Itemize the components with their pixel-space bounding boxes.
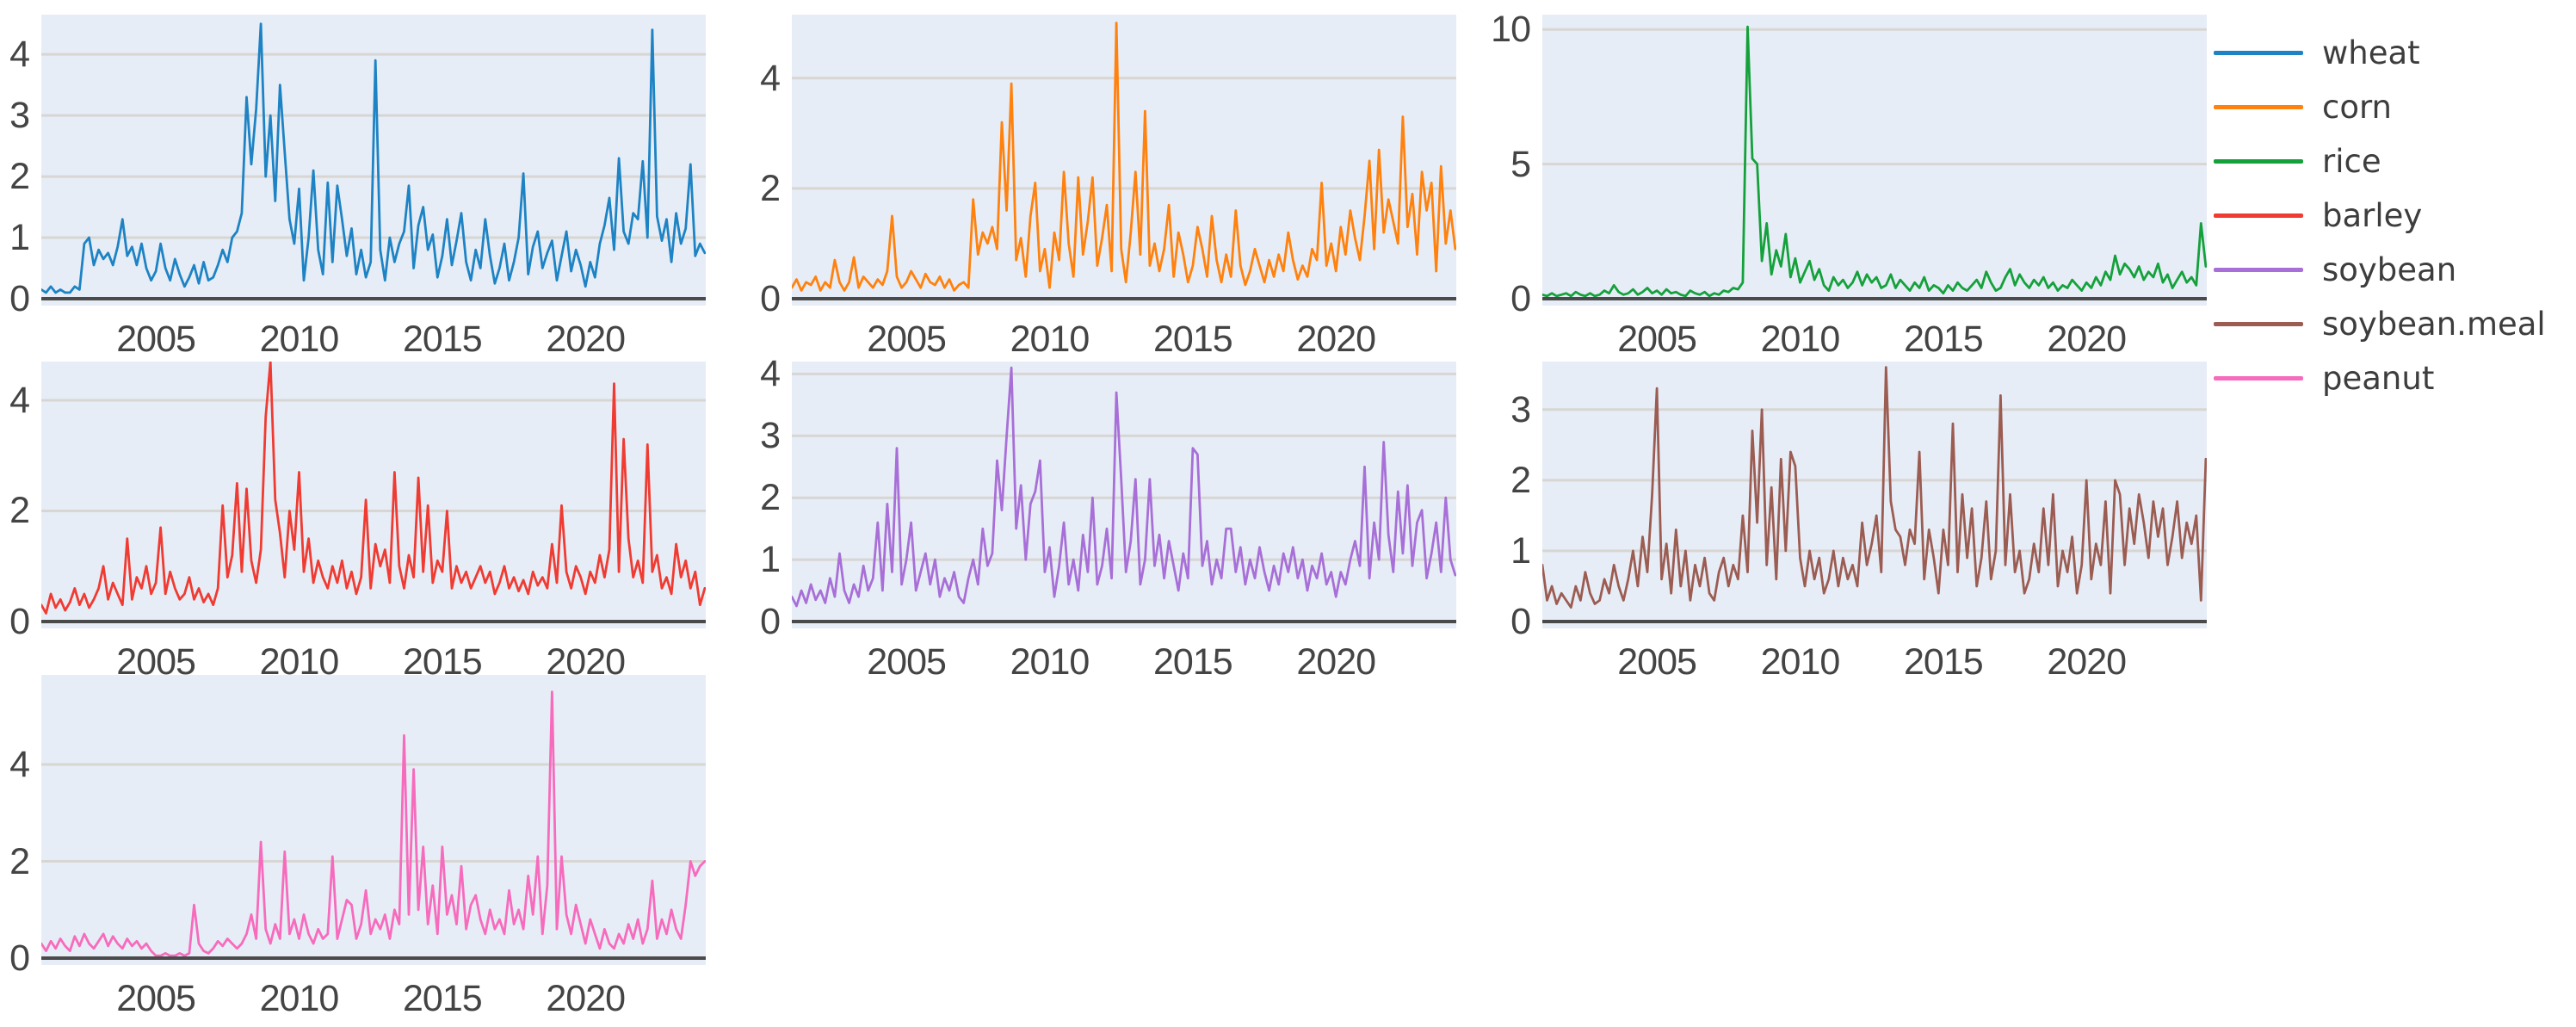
x-tick-label: 2020 [546, 978, 626, 1019]
plot-area-soybean.meal[interactable] [1542, 362, 2207, 628]
y-tick-label: 3 [760, 415, 781, 457]
y-tick-label: 2 [1510, 459, 1531, 501]
x-tick-label: 2015 [403, 641, 483, 683]
plot-area-corn[interactable] [792, 15, 1456, 306]
legend-swatch-icon [2214, 159, 2303, 164]
y-tick-label: 0 [9, 601, 30, 642]
y-tick-label: 2 [9, 156, 30, 198]
legend-item-soybean[interactable]: soybean [2214, 243, 2546, 297]
series-line-barley[interactable] [41, 362, 706, 615]
legend-label: wheat [2322, 34, 2420, 71]
y-tick-label: 2 [9, 840, 30, 882]
x-tick-label: 2010 [259, 978, 340, 1019]
x-tick-label: 2010 [1010, 641, 1090, 683]
y-tick-label: 0 [9, 937, 30, 979]
y-tick-label: 4 [760, 57, 781, 99]
x-tick-label: 2020 [546, 641, 626, 683]
y-tick-label: 10 [1491, 9, 1531, 51]
y-tick-label: 2 [9, 490, 30, 532]
legend-swatch-icon [2214, 51, 2303, 55]
legend-item-corn[interactable]: corn [2214, 80, 2546, 134]
y-tick-label: 2 [760, 167, 781, 209]
y-tick-label: 0 [9, 278, 30, 319]
legend-swatch-icon [2214, 268, 2303, 272]
x-tick-label: 2005 [116, 319, 196, 360]
legend-swatch-icon [2214, 322, 2303, 326]
legend-swatch-icon [2214, 105, 2303, 109]
x-tick-label: 2020 [1296, 319, 1376, 360]
y-tick-label: 4 [9, 744, 30, 786]
plot-area-wheat[interactable] [41, 15, 706, 306]
series-line-soybean.meal[interactable] [1542, 366, 2207, 609]
x-tick-label: 2015 [1904, 319, 1984, 360]
x-tick-label: 2010 [1010, 319, 1090, 360]
x-tick-label: 2015 [1153, 641, 1233, 683]
x-tick-label: 2020 [1296, 641, 1376, 683]
y-tick-label: 0 [760, 278, 781, 319]
x-tick-label: 2020 [546, 319, 626, 360]
x-tick-label: 2010 [1760, 319, 1841, 360]
x-tick-label: 2005 [116, 978, 196, 1019]
x-tick-label: 2010 [1760, 641, 1841, 683]
x-tick-label: 2005 [867, 641, 947, 683]
y-tick-label: 4 [760, 353, 781, 395]
plot-area-rice[interactable] [1542, 15, 2207, 306]
x-tick-label: 2020 [2047, 641, 2127, 683]
x-tick-label: 2010 [259, 641, 340, 683]
legend-item-rice[interactable]: rice [2214, 134, 2546, 189]
x-tick-label: 2005 [116, 641, 196, 683]
legend-label: corn [2322, 89, 2392, 126]
plot-area-peanut[interactable] [41, 675, 706, 965]
y-tick-label: 3 [9, 95, 30, 137]
legend: wheat corn rice barley soybean soybean.meal pe… [2214, 26, 2546, 405]
plot-area-soybean[interactable] [792, 362, 1456, 628]
series-line-peanut[interactable] [41, 690, 706, 957]
y-tick-label: 5 [1510, 143, 1531, 185]
legend-label: soybean.meal [2322, 306, 2546, 343]
y-tick-label: 1 [760, 539, 781, 581]
x-tick-label: 2015 [1153, 319, 1233, 360]
series-line-rice[interactable] [1542, 25, 2207, 298]
x-tick-label: 2005 [1617, 641, 1697, 683]
legend-label: rice [2322, 143, 2381, 180]
x-tick-label: 2010 [259, 319, 340, 360]
series-line-soybean[interactable] [792, 366, 1456, 608]
legend-label: peanut [2322, 360, 2435, 397]
legend-label: soybean [2322, 251, 2457, 288]
legend-item-barley[interactable]: barley [2214, 189, 2546, 243]
x-tick-label: 2005 [867, 319, 947, 360]
y-tick-label: 3 [1510, 388, 1531, 430]
y-tick-label: 2 [760, 477, 781, 519]
x-tick-label: 2015 [1904, 641, 1984, 683]
x-tick-label: 2015 [403, 319, 483, 360]
y-tick-label: 4 [9, 34, 30, 76]
y-tick-label: 4 [9, 379, 30, 421]
x-tick-label: 2015 [403, 978, 483, 1019]
y-tick-label: 0 [760, 601, 781, 642]
legend-item-peanut[interactable]: peanut [2214, 351, 2546, 405]
legend-item-soybean-meal[interactable]: soybean.meal [2214, 297, 2546, 351]
y-tick-label: 1 [9, 217, 30, 259]
legend-label: barley [2322, 197, 2423, 234]
series-line-corn[interactable] [792, 22, 1456, 292]
x-tick-label: 2020 [2047, 319, 2127, 360]
series-line-wheat[interactable] [41, 22, 706, 294]
legend-swatch-icon [2214, 376, 2303, 380]
plot-area-barley[interactable] [41, 362, 706, 628]
legend-item-wheat[interactable]: wheat [2214, 26, 2546, 80]
y-tick-label: 1 [1510, 529, 1531, 572]
y-tick-label: 0 [1510, 601, 1531, 642]
legend-swatch-icon [2214, 213, 2303, 218]
x-tick-label: 2005 [1617, 319, 1697, 360]
y-tick-label: 0 [1510, 278, 1531, 319]
